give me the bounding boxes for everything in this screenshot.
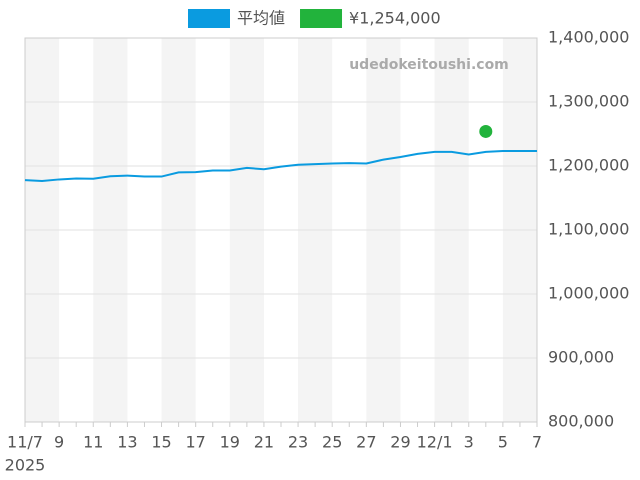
legend-swatch — [300, 9, 343, 28]
x-tick-label: 7 — [532, 433, 542, 452]
x-tick-label: 12/1 — [417, 433, 453, 452]
x-tick-label: 11 — [83, 433, 103, 452]
x-tick-label: 19 — [220, 433, 240, 452]
point — [479, 124, 493, 138]
legend-swatch — [188, 9, 230, 28]
x-tick-label: 9 — [54, 433, 64, 452]
y-tick-label: 1,200,000 — [548, 156, 629, 175]
x-sub-label: 2025 — [5, 456, 46, 475]
y-tick-label: 1,000,000 — [548, 284, 629, 303]
x-tick-label: 11/7 — [7, 433, 43, 452]
y-tick-label: 900,000 — [548, 348, 614, 367]
x-tick-label: 5 — [498, 433, 508, 452]
x-tick-label: 21 — [254, 433, 274, 452]
legend-label: 平均値 — [237, 9, 285, 28]
watermark: udedokeitoushi.com — [349, 57, 509, 73]
y-tick-label: 1,300,000 — [548, 92, 629, 111]
x-tick-label: 25 — [322, 433, 342, 452]
x-tick-label: 17 — [185, 433, 205, 452]
legend-label: ¥1,254,000 — [349, 9, 441, 28]
y-tick-label: 1,100,000 — [548, 220, 629, 239]
x-tick-label: 3 — [464, 433, 474, 452]
x-tick-label: 15 — [151, 433, 171, 452]
x-tick-label: 13 — [117, 433, 137, 452]
x-tick-label: 27 — [356, 433, 376, 452]
x-tick-label: 29 — [390, 433, 410, 452]
y-tick-label: 1,400,000 — [548, 28, 629, 47]
line — [24, 149, 537, 183]
x-tick-label: 23 — [288, 433, 308, 452]
y-tick-label: 800,000 — [548, 412, 614, 431]
